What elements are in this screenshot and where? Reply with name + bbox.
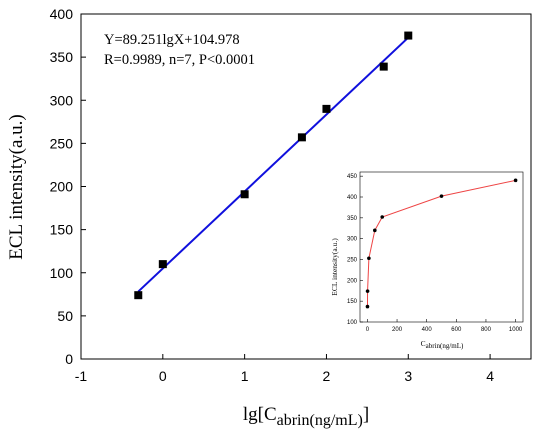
main-y-tick-label: 200 bbox=[50, 179, 74, 195]
main-x-axis: -1 0 1 2 3 4 bbox=[75, 354, 494, 384]
inset-y-tick-label: 200 bbox=[347, 278, 358, 284]
main-y-tick-label: 50 bbox=[57, 308, 73, 324]
main-x-tick-label: 0 bbox=[159, 368, 167, 384]
main-x-axis-title-close: ] bbox=[363, 404, 369, 425]
inset-x-axis-title-main: C bbox=[421, 339, 426, 348]
main-y-tick-label: 350 bbox=[50, 49, 74, 65]
main-data-point bbox=[379, 62, 388, 71]
inset-data-point bbox=[365, 304, 370, 309]
inset-data-point bbox=[439, 194, 444, 198]
inset-data-point bbox=[380, 215, 385, 219]
inset-x-tick-label: 0 bbox=[366, 327, 370, 333]
regression-line bbox=[137, 36, 409, 293]
inset-plot: 0 200 400 600 800 1000 100 150 200 250 300 350 400 4… bbox=[330, 171, 524, 350]
main-y-tick-label: 300 bbox=[50, 92, 74, 108]
inset-data-points bbox=[365, 178, 518, 309]
main-x-tick-label: 1 bbox=[241, 368, 249, 384]
inset-y-axis-title: ECL intensity(a.u.) bbox=[330, 238, 339, 296]
inset-plot-frame bbox=[359, 171, 524, 323]
main-data-point bbox=[240, 190, 249, 199]
main-data-point bbox=[322, 104, 331, 113]
main-y-tick-label: 150 bbox=[50, 222, 74, 238]
main-data-point bbox=[404, 31, 413, 40]
inset-y-tick-label: 300 bbox=[347, 237, 358, 243]
inset-data-point bbox=[365, 289, 370, 293]
main-x-axis-title-subscript: abrin(ng/mL) bbox=[277, 412, 363, 429]
main-data-point bbox=[134, 291, 143, 300]
inset-x-axis-title-subscript: abrin(ng/mL) bbox=[426, 342, 464, 350]
main-y-tick-label: 250 bbox=[50, 135, 74, 151]
inset-y-tick-label: 450 bbox=[347, 174, 358, 180]
inset-y-tick-label: 100 bbox=[347, 320, 358, 326]
inset-x-axis: 0 200 400 600 800 1000 bbox=[366, 319, 523, 333]
main-y-tick-label: 400 bbox=[50, 6, 74, 22]
main-x-tick-label: -1 bbox=[75, 368, 88, 384]
inset-y-tick-label: 150 bbox=[347, 299, 358, 305]
main-x-tick-label: 2 bbox=[323, 368, 331, 384]
main-x-axis-title: lg[Cabrin(ng/mL)] bbox=[243, 404, 369, 429]
inset-y-tick-label: 400 bbox=[347, 195, 358, 201]
main-y-tick-label: 0 bbox=[65, 351, 73, 367]
inset-x-tick-label: 800 bbox=[481, 327, 492, 333]
main-data-point bbox=[158, 260, 167, 269]
inset-data-point bbox=[373, 228, 377, 233]
inset-x-tick-label: 1000 bbox=[509, 327, 523, 333]
inset-x-tick-label: 400 bbox=[422, 327, 433, 333]
inset-x-tick-label: 200 bbox=[392, 327, 403, 333]
inset-data-point bbox=[367, 256, 371, 261]
main-y-tick-label: 100 bbox=[50, 265, 74, 281]
inset-y-tick-label: 350 bbox=[347, 216, 358, 222]
inset-y-axis: 100 150 200 250 300 350 400 450 bbox=[347, 174, 363, 326]
inset-x-tick-label: 600 bbox=[451, 327, 462, 333]
inset-y-tick-label: 250 bbox=[347, 258, 358, 264]
main-y-axis-title: ECL intensity(a.u.) bbox=[6, 114, 27, 259]
main-x-tick-label: 4 bbox=[486, 368, 494, 384]
inset-series-line bbox=[366, 179, 516, 307]
main-data-point bbox=[297, 133, 306, 142]
main-y-axis: 0 50 100 150 200 250 300 350 400 bbox=[50, 6, 86, 367]
main-x-tick-label: 3 bbox=[404, 368, 412, 384]
inset-x-axis-title: Cabrin(ng/mL) bbox=[421, 339, 464, 350]
inset-data-point bbox=[513, 178, 518, 183]
main-x-axis-title-main: lg[C bbox=[243, 404, 277, 425]
main-data-points bbox=[134, 31, 413, 300]
regression-statistics: R=0.9989, n=7, P<0.0001 bbox=[104, 52, 255, 68]
regression-equation: Y=89.251lgX+104.978 bbox=[104, 32, 240, 48]
